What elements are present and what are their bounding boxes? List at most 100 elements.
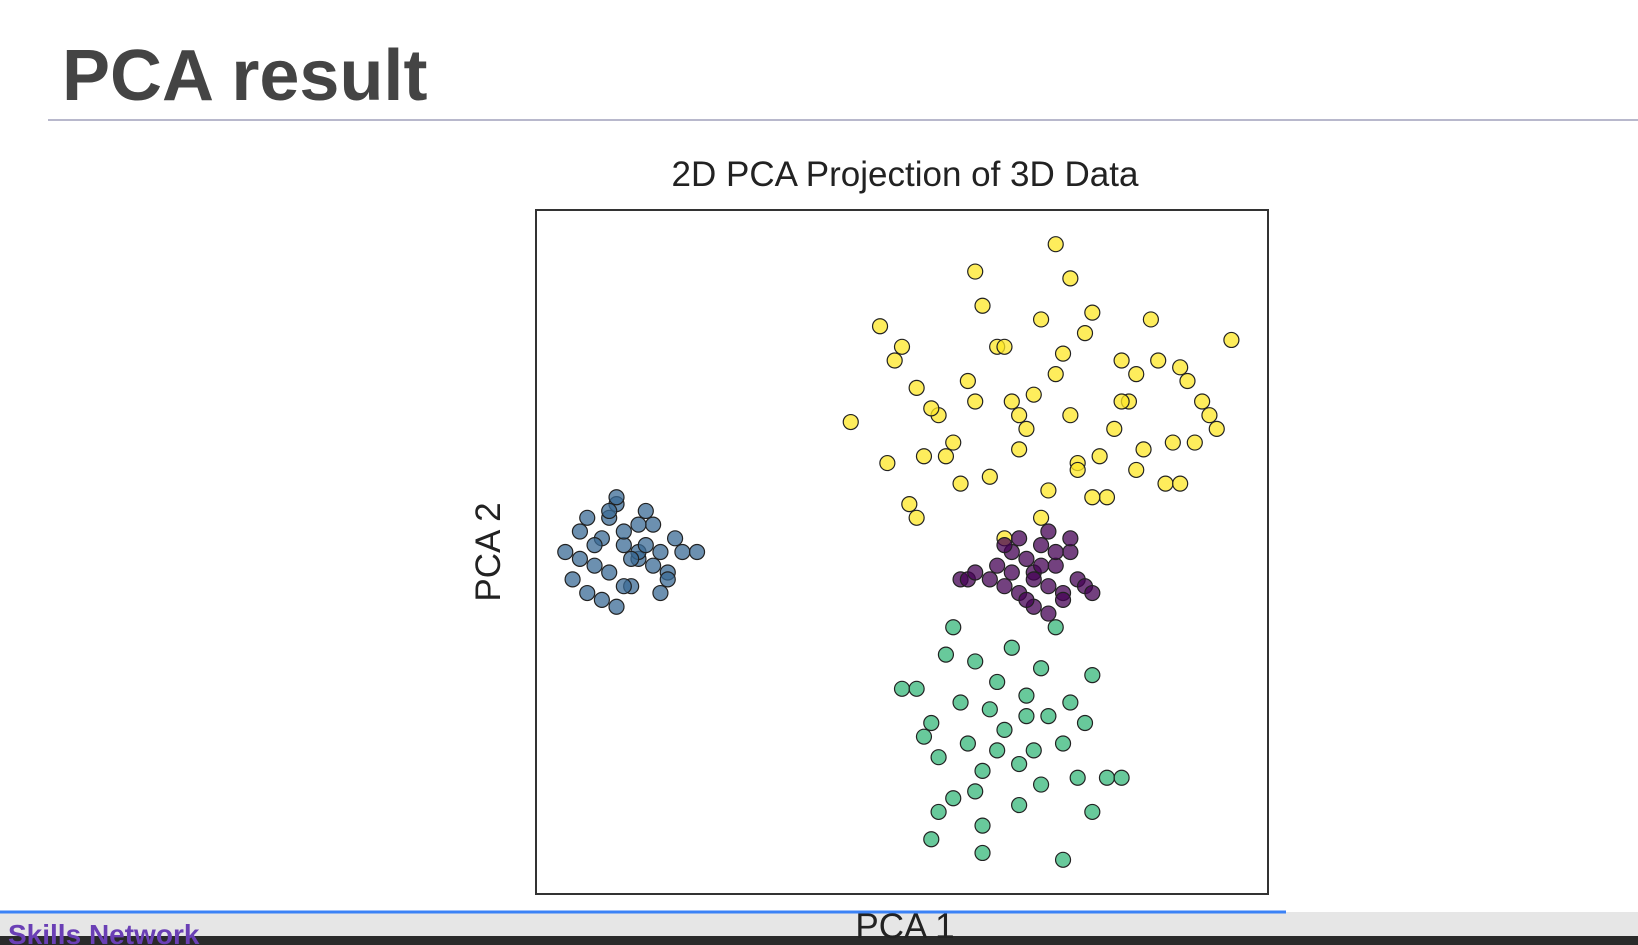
scatter-point: [1208, 420, 1225, 437]
scatter-point: [959, 735, 976, 752]
scatter-point: [908, 379, 925, 396]
scatter-point: [1172, 475, 1189, 492]
scatter-point: [1025, 386, 1042, 403]
scatter-point: [579, 509, 596, 526]
scatter-point: [1150, 352, 1167, 369]
scatter-point: [1047, 366, 1064, 383]
scatter-point: [1135, 441, 1152, 458]
scatter-point: [923, 831, 940, 848]
scatter-point: [1011, 407, 1028, 424]
scatter-point: [630, 516, 647, 533]
scatter-point: [666, 530, 684, 547]
scatter-point: [952, 694, 969, 711]
scatter-point: [1025, 742, 1042, 759]
scatter-point: [1003, 639, 1020, 656]
scatter-point: [886, 352, 903, 369]
slide-title: PCA result: [62, 36, 427, 116]
scatter-point: [1032, 660, 1050, 677]
scatter-point: [1062, 694, 1079, 711]
plot-area: [535, 209, 1269, 895]
scatter-point: [601, 564, 618, 581]
scatter-point: [601, 502, 618, 520]
scatter-point: [1032, 509, 1050, 526]
scatter-point: [945, 619, 962, 636]
scatter-point: [652, 584, 669, 602]
scatter-point: [1018, 687, 1035, 704]
scatter-point: [981, 701, 998, 718]
scatter-point: [1128, 461, 1145, 479]
scatter-point: [688, 543, 706, 561]
scatter-point: [1047, 543, 1064, 561]
scatter-point: [1113, 769, 1130, 786]
scatter-point: [1040, 708, 1057, 725]
scatter-point: [608, 598, 625, 615]
scatter-point: [923, 400, 940, 417]
scatter-point: [1201, 407, 1218, 424]
scatter-point: [1062, 530, 1079, 547]
scatter-point: [571, 550, 589, 567]
scatter-point: [1032, 557, 1050, 574]
scatter-point: [1113, 393, 1130, 410]
scatter-point: [893, 338, 911, 355]
scatter-point: [1098, 489, 1116, 506]
scatter-point: [842, 413, 859, 431]
scatter-point: [1040, 482, 1057, 499]
scatter-point: [645, 557, 662, 574]
scatter-point: [1032, 311, 1050, 328]
scatter-point: [1069, 769, 1086, 786]
scatter-point: [1062, 543, 1079, 561]
scatter-point: [571, 523, 589, 540]
scatter-point: [996, 537, 1013, 554]
scatter-point: [1186, 434, 1203, 451]
scatter-point: [915, 728, 933, 745]
scatter-point: [945, 790, 962, 807]
scatter-point: [1142, 311, 1159, 328]
y-axis-label: PCA 2: [469, 502, 508, 601]
scatter-point: [967, 783, 984, 800]
scatter-point: [989, 673, 1006, 691]
scatter-point: [879, 454, 896, 472]
scatter-point: [967, 393, 984, 410]
scatter-point: [1164, 434, 1181, 451]
scatter-point: [608, 489, 625, 506]
scatter-point: [937, 448, 955, 465]
scatter-point: [1128, 366, 1145, 383]
scatter-point: [974, 297, 991, 314]
scatter-point: [908, 509, 925, 526]
scatter-point: [1084, 584, 1101, 602]
scatter-point: [1011, 755, 1028, 773]
scatter-point: [930, 749, 947, 766]
scatter-point: [1018, 708, 1035, 725]
x-axis-label: PCA 1: [855, 907, 954, 945]
scatter-point: [593, 591, 610, 608]
scatter-point: [1018, 420, 1035, 437]
scatter-point: [1025, 571, 1042, 588]
scatter-point: [652, 543, 669, 561]
scatter-point: [615, 537, 632, 554]
scatter-point: [1091, 448, 1108, 465]
scatter-point: [1179, 372, 1196, 390]
scatter-point: [1069, 461, 1086, 479]
scatter-point: [615, 523, 632, 540]
footer-brand: Skills Network: [8, 919, 200, 945]
scatter-point: [564, 571, 581, 588]
scatter-point: [645, 516, 662, 533]
scatter-point: [1194, 393, 1211, 410]
scatter-point: [637, 502, 654, 520]
scatter-point: [1032, 537, 1050, 554]
scatter-point: [1098, 769, 1116, 786]
scatter-point: [893, 680, 911, 697]
scatter-point: [1076, 714, 1094, 732]
scatter-point: [586, 537, 603, 554]
scatter-point: [967, 263, 984, 280]
scatter-point: [623, 550, 640, 567]
scatter-point: [1084, 803, 1101, 821]
scatter-point: [996, 338, 1013, 355]
scatter-point: [915, 448, 933, 465]
scatter-point: [908, 680, 925, 697]
scatter-point: [659, 571, 676, 588]
scatter-point: [967, 653, 984, 670]
scatter-point: [974, 762, 991, 779]
